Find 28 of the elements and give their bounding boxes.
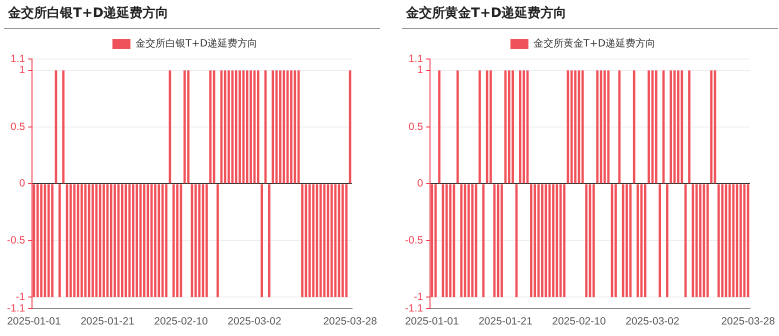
y-tick-label: -1.1 [405, 302, 424, 314]
x-tick-label: 2025-03-02 [626, 316, 680, 328]
x-tick-label: 2025-02-10 [552, 316, 606, 328]
legend-label: 金交所黄金T+D递延费方向 [533, 38, 656, 50]
x-tick-label: 2025-02-10 [154, 316, 208, 328]
chart-title: 金交所黄金T+D递延费方向 [402, 0, 778, 29]
y-tick-label: 1 [19, 64, 26, 76]
x-tick-label: 2025-01-01 [7, 316, 61, 328]
chart-title: 金交所白银T+D递延费方向 [4, 0, 380, 29]
legend-label: 金交所白银T+D递延费方向 [135, 38, 258, 50]
y-tick-label: 1.1 [10, 52, 26, 65]
y-tick-label: -0.5 [7, 234, 26, 246]
y-tick-label: 0.5 [408, 120, 424, 133]
y-tick-label: 0 [19, 178, 26, 190]
y-tick-label: -1 [16, 290, 26, 303]
x-tick-label: 2025-03-28 [323, 316, 378, 328]
y-tick-label: 1 [417, 64, 424, 76]
x-tick-label: 2025-01-01 [405, 316, 459, 328]
y-tick-label: -1 [414, 290, 424, 303]
y-tick-label: 0 [417, 178, 424, 190]
y-tick-label: -0.5 [405, 234, 424, 246]
x-tick-label: 2025-01-21 [478, 316, 532, 328]
y-tick-label: 1.1 [408, 52, 424, 65]
x-tick-label: 2025-03-02 [228, 316, 282, 328]
x-tick-label: 2025-03-28 [721, 316, 776, 328]
y-tick-label: 0.5 [10, 120, 26, 133]
y-tick-label: -1.1 [7, 302, 26, 314]
x-tick-label: 2025-01-21 [80, 316, 134, 328]
